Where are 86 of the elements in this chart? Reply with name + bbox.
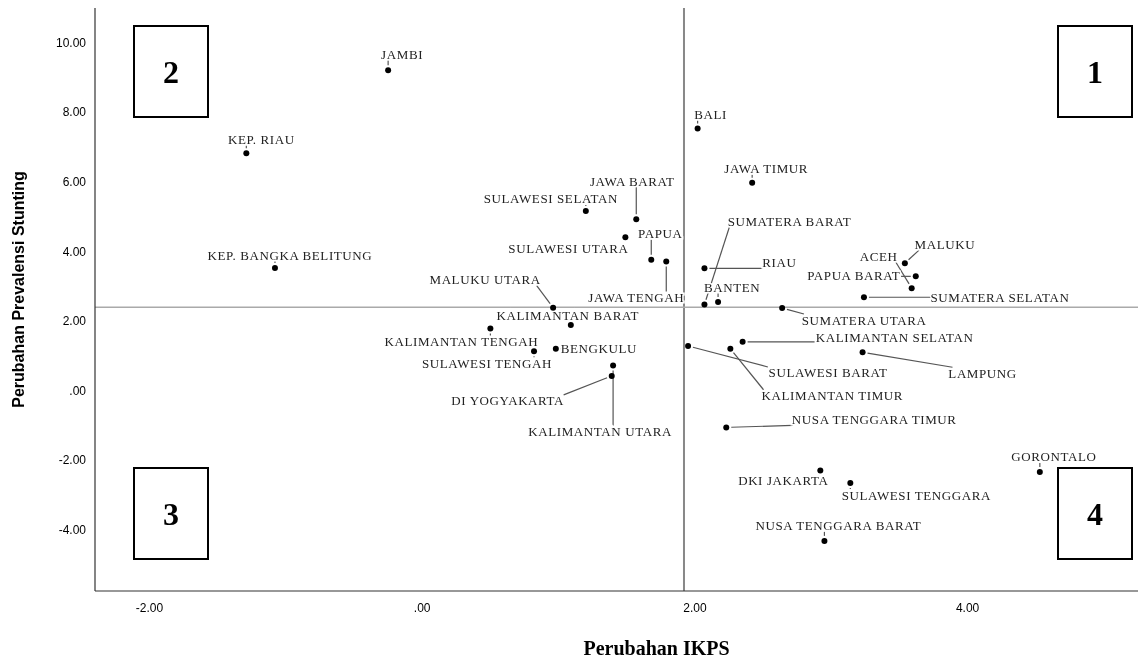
annotation: KEP. BANGKA BELITUNG	[207, 247, 373, 263]
annotation: PAPUA BARAT	[807, 267, 901, 283]
annotation: DKI JAKARTA	[738, 473, 829, 489]
annotation: BENGKULU	[560, 341, 637, 357]
point	[552, 345, 559, 352]
point	[908, 285, 915, 292]
x-tick-label: 4.00	[955, 601, 980, 615]
x-tick-label: 2.00	[683, 601, 707, 615]
point	[385, 67, 392, 74]
point	[648, 256, 655, 263]
point	[821, 537, 828, 544]
point	[701, 301, 708, 308]
point	[610, 362, 617, 369]
point	[723, 424, 730, 431]
annotation: SULAWESI UTARA	[508, 240, 629, 256]
annotation: 2	[163, 54, 179, 90]
point	[622, 234, 629, 241]
annotation: KALIMANTAN TENGAH	[384, 334, 539, 350]
annotation: SUMATERA UTARA	[801, 312, 927, 328]
y-tick-label: 6.00	[62, 175, 87, 190]
y-tick-label: 4.00	[62, 244, 87, 259]
annotation: LAMPUNG	[948, 365, 1017, 381]
annotation: NUSA TENGGARA BARAT	[755, 518, 922, 534]
y-tick-label: -4.00	[58, 523, 87, 538]
point	[271, 265, 278, 271]
point	[860, 294, 867, 301]
y-tick-label: 8.00	[62, 105, 87, 120]
annotation: SULAWESI TENGAH	[421, 355, 553, 371]
y-tick-label: 10.00	[55, 35, 87, 50]
y-tick-label: .00	[69, 383, 87, 398]
annotation: MALUKU	[914, 236, 976, 252]
annotation: BALI	[694, 106, 727, 122]
point	[663, 258, 670, 265]
point	[633, 216, 640, 223]
annotation: SULAWESI SELATAN	[483, 191, 618, 207]
point	[912, 273, 919, 280]
annotation: 3	[163, 496, 179, 532]
annotation: ACEH	[859, 248, 898, 264]
y-tick-label: 2.00	[62, 314, 87, 329]
annotation: PAPUA	[638, 226, 683, 242]
annotation: MALUKU UTARA	[429, 272, 541, 288]
point	[531, 348, 538, 355]
annotation: 4	[1087, 496, 1103, 532]
annotation: KALIMANTAN UTARA	[528, 423, 672, 439]
annotation: KALIMANTAN SELATAN	[815, 330, 974, 346]
point	[582, 207, 589, 214]
annotation: JAWA TIMUR	[724, 161, 809, 177]
annotation: NUSA TENGGARA TIMUR	[791, 411, 957, 427]
point	[243, 150, 250, 157]
point	[749, 179, 756, 186]
point	[779, 305, 786, 312]
point	[847, 480, 854, 487]
point	[550, 304, 557, 311]
annotation: RIAU	[762, 254, 797, 270]
point	[608, 372, 615, 379]
annotation: SUMATERA SELATAN	[930, 289, 1070, 305]
point	[715, 299, 722, 306]
annotation: SUMATERA BARAT	[727, 214, 852, 230]
annotation: DI YOGYAKARTA	[451, 393, 565, 409]
x-tick-label: .00	[413, 601, 431, 615]
point	[1036, 468, 1043, 475]
point	[567, 322, 574, 329]
annotation: KALIMANTAN TIMUR	[761, 388, 904, 404]
x-tick-label: -2.00	[135, 601, 164, 615]
annotation: SULAWESI TENGGARA	[841, 487, 992, 503]
x-axis-title: Perubahan IKPS	[583, 637, 730, 659]
y-tick-label: -2.00	[58, 453, 87, 468]
annotation: SULAWESI BARAT	[768, 365, 888, 381]
y-axis-title: Perubahan Prevalensi Stunting	[10, 171, 27, 408]
point	[901, 260, 908, 267]
annotation: JAMBI	[381, 46, 424, 62]
point	[859, 349, 866, 356]
point	[487, 325, 494, 332]
annotation: BANTEN	[703, 279, 761, 295]
point	[694, 125, 701, 132]
point	[685, 342, 692, 349]
annotation: 1	[1087, 54, 1103, 90]
point	[727, 345, 734, 352]
annotation: JAWA BARAT	[589, 173, 675, 189]
annotation: GORONTALO	[1011, 449, 1097, 465]
annotation: JAWA TENGAH	[588, 289, 685, 305]
point	[817, 467, 824, 474]
point	[739, 338, 746, 345]
annotation: KEP. RIAU	[227, 131, 295, 147]
annotation: KALIMANTAN BARAT	[496, 307, 640, 323]
point	[701, 265, 708, 272]
